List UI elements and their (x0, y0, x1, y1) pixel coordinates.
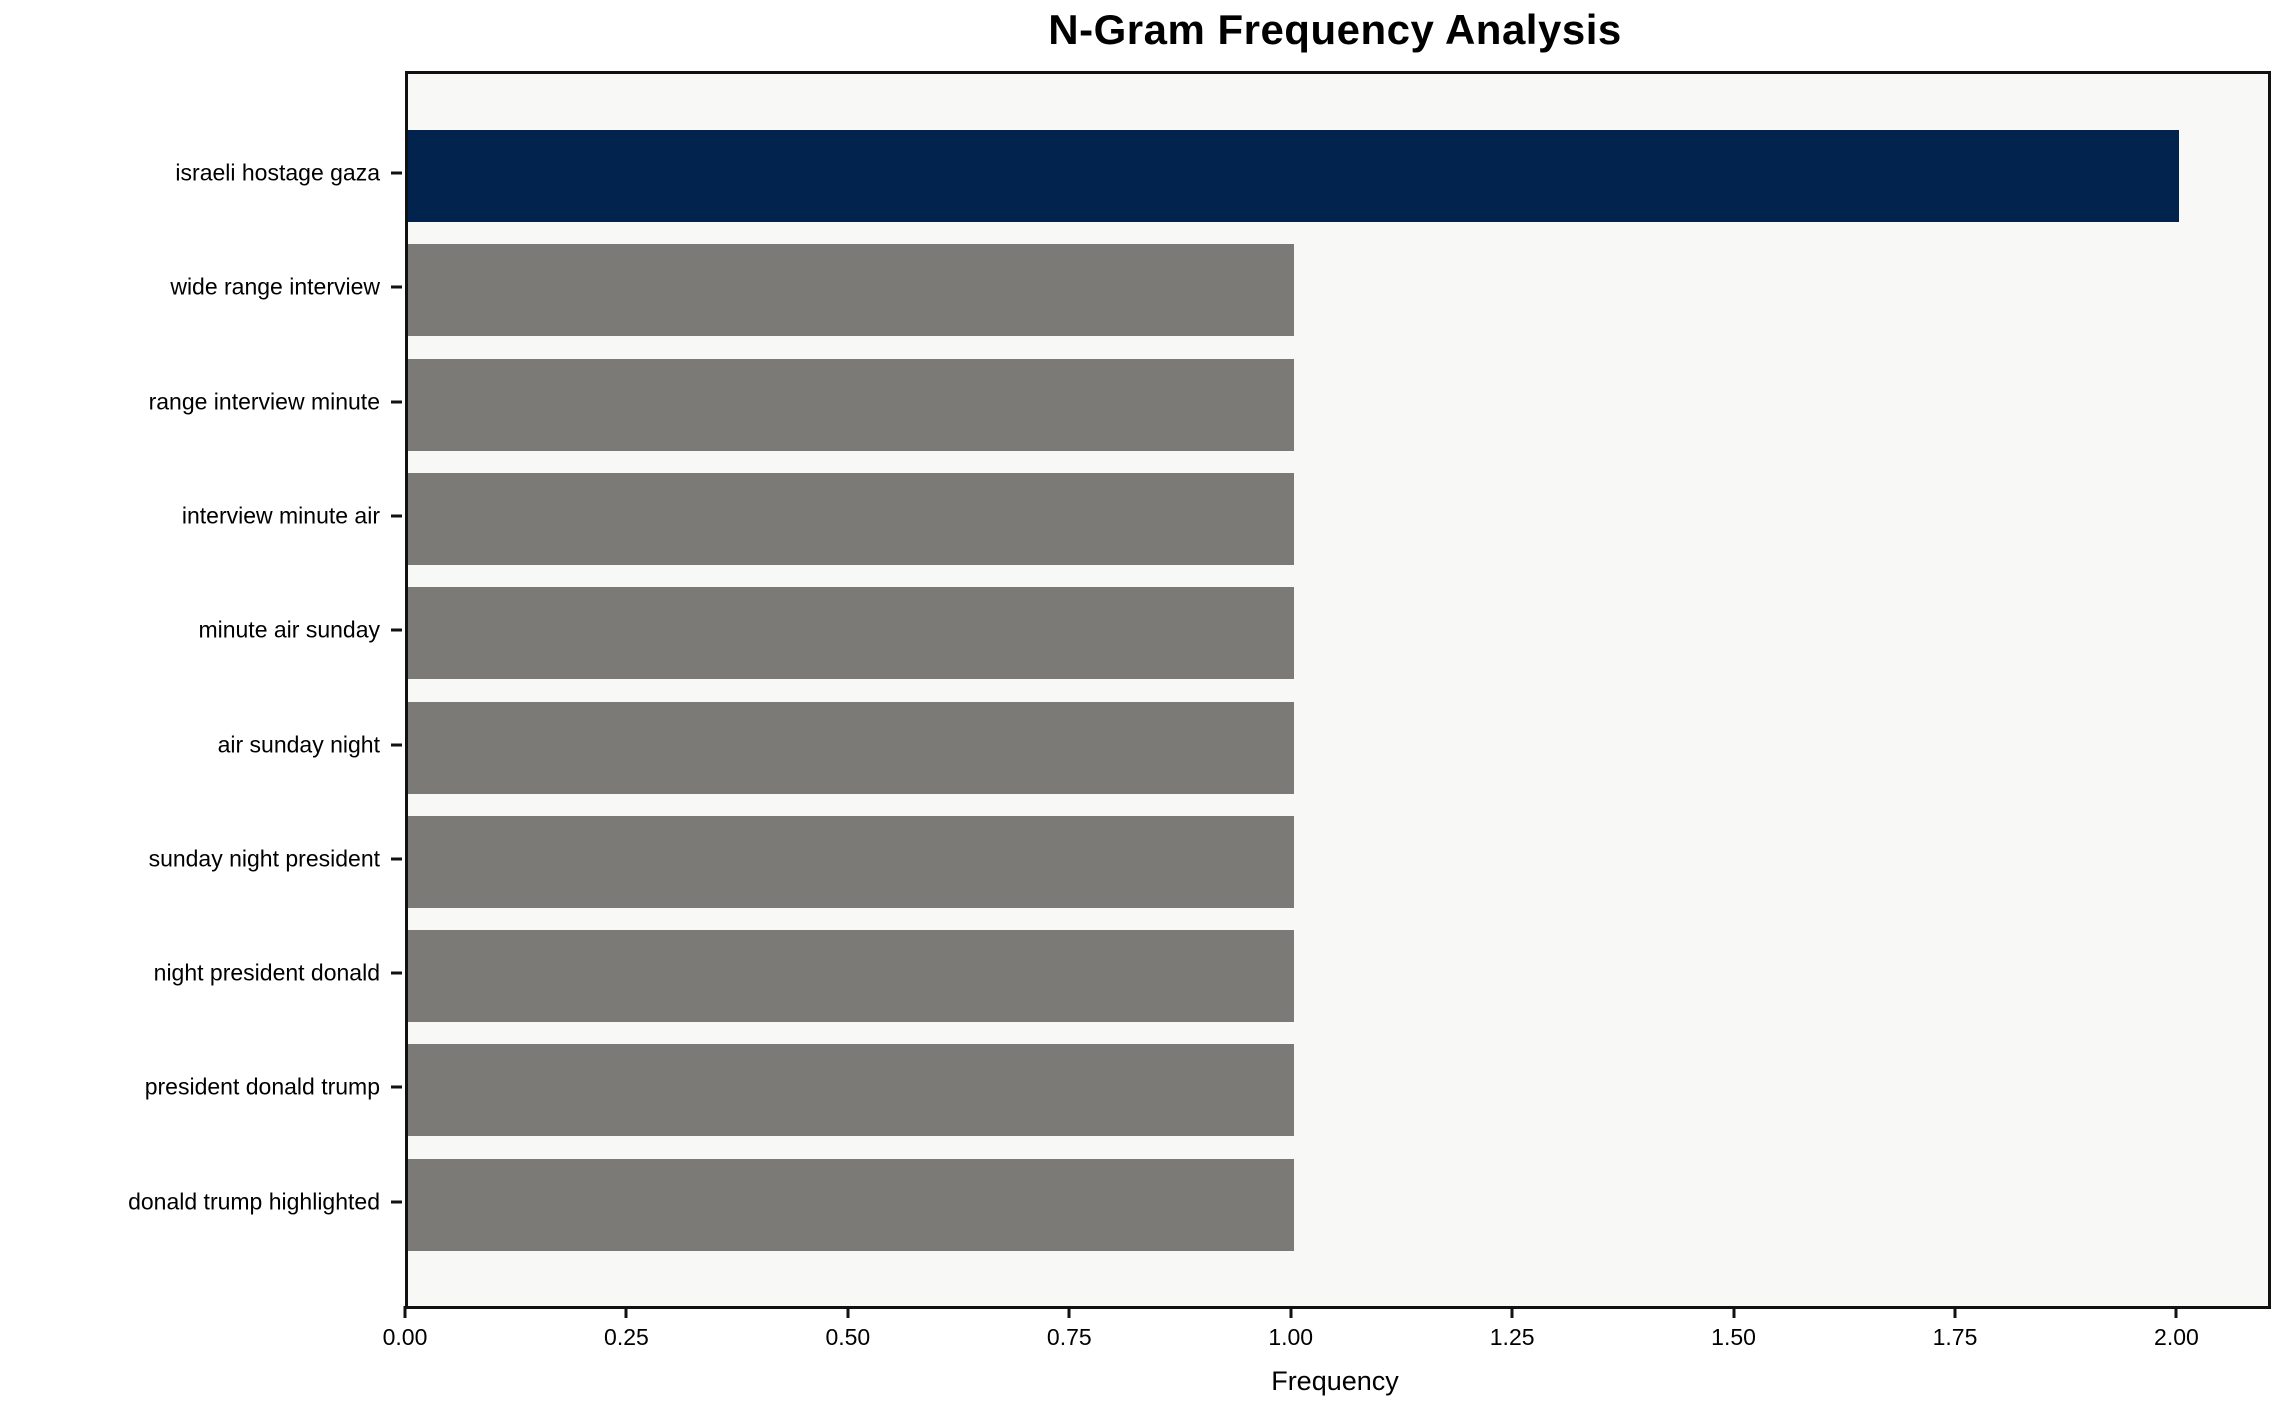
y-tick-label: donald trump highlighted (128, 1188, 380, 1215)
x-tick-label: 1.75 (1932, 1324, 1978, 1350)
bar-president-donald-trump (408, 1044, 1294, 1137)
bar-israeli-hostage-gaza (408, 130, 2180, 222)
x-tick-mark (403, 1306, 407, 1318)
y-tick-label: range interview minute (148, 388, 380, 415)
y-tick-label: minute air sunday (198, 616, 380, 643)
x-tick-mark (1732, 1306, 1736, 1318)
x-tick-mark (1067, 1306, 1071, 1318)
x-tick-label: 0.50 (825, 1324, 871, 1350)
x-tick-label: 0.75 (1046, 1324, 1092, 1350)
bar-interview-minute-air (408, 472, 1294, 565)
x-tick-mark (846, 1306, 850, 1318)
plot-area (405, 71, 2271, 1309)
y-tick-label: israeli hostage gaza (175, 159, 380, 186)
bar-minute-air-sunday (408, 587, 1294, 680)
y-tick-mark (391, 400, 402, 404)
x-tick-label: 0.25 (604, 1324, 649, 1350)
bar-range-interview-minute (408, 358, 1294, 451)
y-tick-label: wide range interview (170, 273, 380, 300)
y-tick-mark (391, 1085, 402, 1089)
bar-wide-range-interview (408, 244, 1294, 337)
bar-air-sunday-night (408, 701, 1294, 794)
x-tick-mark (1953, 1306, 1957, 1318)
x-tick-mark (1289, 1306, 1293, 1318)
y-tick-label: air sunday night (217, 731, 380, 757)
x-axis-label: Frequency (1271, 1366, 1399, 1396)
x-tick-label: 2.00 (2154, 1324, 2199, 1350)
bar-sunday-night-president (408, 815, 1294, 908)
y-tick-label: interview minute air (181, 502, 380, 529)
y-tick-mark (391, 171, 402, 175)
y-tick-label: night president donald (153, 959, 380, 986)
bar-donald-trump-highlighted (408, 1158, 1294, 1251)
bar-night-president-donald (408, 930, 1294, 1023)
x-tick-mark (1510, 1306, 1514, 1318)
x-tick-mark (2174, 1306, 2178, 1318)
y-tick-label: sunday night president (148, 845, 380, 872)
x-tick-label: 1.25 (1489, 1324, 1535, 1350)
y-tick-mark (391, 971, 402, 975)
chart-title: N-Gram Frequency Analysis (1048, 6, 1622, 53)
x-tick-label: 1.50 (1711, 1324, 1756, 1350)
x-tick-label: 0.00 (382, 1324, 428, 1350)
y-tick-label: president donald trump (144, 1073, 380, 1100)
y-tick-mark (391, 743, 402, 746)
y-tick-mark (391, 1200, 402, 1204)
y-tick-mark (391, 628, 402, 632)
y-tick-mark (391, 514, 402, 518)
y-tick-mark (391, 285, 402, 289)
x-tick-mark (624, 1306, 628, 1318)
y-tick-mark (391, 857, 402, 861)
x-tick-label: 1.00 (1268, 1324, 1314, 1350)
